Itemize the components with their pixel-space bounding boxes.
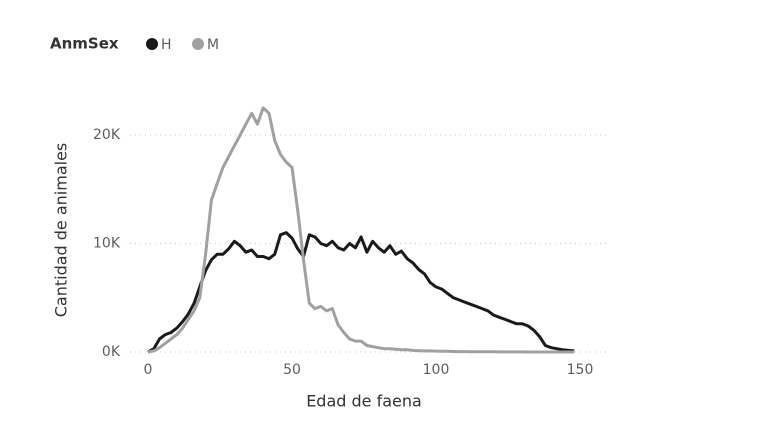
y-tick-label: 0K	[102, 344, 121, 360]
x-tick-label: 100	[423, 362, 450, 378]
x-tick-label: 50	[283, 362, 301, 378]
x-tick-label: 0	[144, 362, 153, 378]
legend-marker	[192, 38, 204, 50]
y-axis-title: Cantidad de animales	[52, 143, 71, 318]
legend-marker	[146, 38, 158, 50]
legend-title: AnmSex	[50, 35, 119, 53]
data-line	[147, 106, 575, 354]
legend-label: M	[207, 37, 219, 53]
data-line	[147, 231, 575, 354]
y-tick-label: 20K	[93, 127, 121, 143]
x-axis-title: Edad de faena	[306, 392, 422, 411]
x-tick-label: 150	[567, 362, 594, 378]
legend-label: H	[161, 37, 172, 53]
y-tick-label: 10K	[93, 235, 121, 251]
